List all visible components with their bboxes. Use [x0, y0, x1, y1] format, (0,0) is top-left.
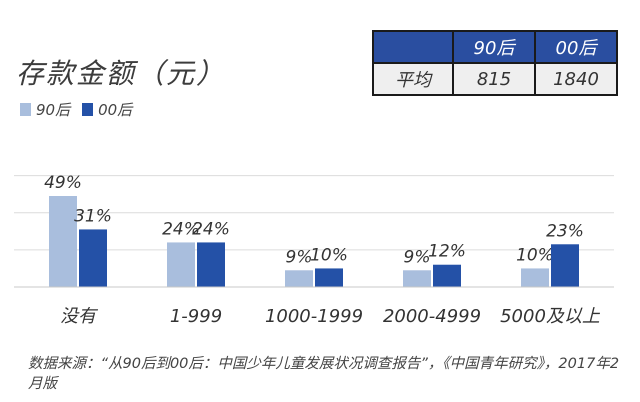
legend-swatch-90 [20, 103, 31, 116]
average-value-90: 815 [452, 62, 536, 96]
bar-90-2 [285, 270, 313, 287]
data-label-00-3: 12% [428, 242, 466, 262]
data-label-00-4: 23% [546, 221, 584, 241]
bar-00-2 [315, 268, 343, 287]
average-table-corner [372, 30, 454, 64]
legend: 90后 00后 [20, 99, 144, 120]
legend-label-90: 90后 [36, 101, 71, 119]
average-value-00: 1840 [534, 62, 618, 96]
category-label-2: 1000-1999 [265, 306, 363, 327]
data-label-90-1: 24% [162, 219, 200, 239]
legend-swatch-00 [82, 103, 94, 116]
average-table-header-00: 00后 [534, 30, 618, 64]
average-table-header: 90后 00后 [372, 30, 618, 64]
category-label-4: 5000及以上 [500, 306, 601, 327]
bar-90-0 [49, 196, 77, 287]
bar-00-4 [551, 244, 579, 287]
data-label-90-4: 10% [516, 245, 554, 265]
data-label-00-1: 24% [192, 219, 230, 239]
legend-item-90: 90后 [20, 99, 70, 120]
legend-item-00: 00后 [82, 99, 132, 120]
data-label-90-2: 9% [286, 247, 313, 267]
bar-00-0 [79, 229, 107, 287]
bar-90-4 [521, 268, 549, 287]
category-label-1: 1-999 [170, 306, 222, 327]
data-label-90-3: 9% [404, 247, 431, 267]
bar-00-1 [197, 242, 225, 287]
source-note: 数据来源：“从90后到00后：中国少年儿童发展状况调查报告”，《中国青年研究》，… [28, 356, 620, 392]
category-label-3: 2000-4999 [383, 306, 481, 327]
data-label-00-0: 31% [74, 206, 112, 226]
data-label-00-2: 10% [310, 245, 348, 265]
average-table-row: 平均 815 1840 [372, 62, 618, 96]
average-table: 90后 00后 平均 815 1840 [372, 30, 618, 96]
data-label-90-0: 49% [44, 173, 82, 193]
bar-00-3 [433, 264, 461, 287]
legend-label-00: 00后 [98, 101, 133, 119]
category-label-0: 没有 [60, 306, 99, 327]
average-table-header-90: 90后 [452, 30, 536, 64]
average-row-label: 平均 [372, 62, 454, 96]
bar-90-3 [403, 270, 431, 287]
chart-title: 存款金额（元） [16, 57, 227, 90]
bar-90-1 [167, 242, 195, 287]
